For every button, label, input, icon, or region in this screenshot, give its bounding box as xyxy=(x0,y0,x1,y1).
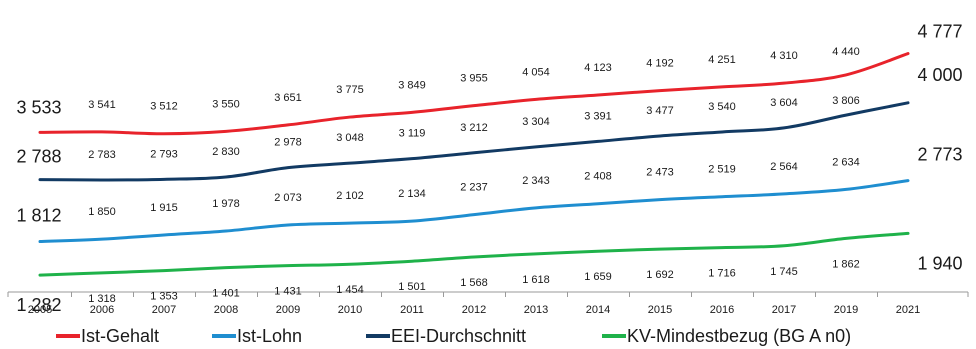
data-label: 2 830 xyxy=(212,146,240,158)
x-tick-label: 2013 xyxy=(524,304,548,316)
data-label: 1 353 xyxy=(150,291,178,303)
data-label: 3 849 xyxy=(398,79,426,91)
data-label: 4 054 xyxy=(522,66,550,78)
x-tick-label: 2008 xyxy=(214,304,238,316)
data-label: 1 850 xyxy=(88,206,116,218)
data-label: 1 431 xyxy=(274,286,302,298)
data-label: 3 955 xyxy=(460,73,488,85)
legend: Ist-Gehalt Ist-Lohn EEI-Durchschnitt KV-Min… xyxy=(56,326,851,346)
legend-label: Ist-Lohn xyxy=(237,326,302,346)
series-line-0 xyxy=(38,52,910,136)
data-label: 1 282 xyxy=(16,295,61,315)
data-label: 1 812 xyxy=(16,206,61,226)
data-label: 2 773 xyxy=(917,145,962,165)
x-tick-label: 2017 xyxy=(772,304,796,316)
data-label: 2 473 xyxy=(646,167,674,179)
data-label: 1 659 xyxy=(584,271,612,283)
data-label: 2 343 xyxy=(522,175,550,187)
data-label: 2 793 xyxy=(150,148,178,160)
data-label: 3 775 xyxy=(336,84,364,96)
data-label: 1 940 xyxy=(917,253,962,273)
data-label: 2 237 xyxy=(460,182,488,194)
data-label: 3 512 xyxy=(150,101,178,113)
data-label: 2 102 xyxy=(336,190,364,202)
x-tick-label: 2014 xyxy=(586,304,610,316)
data-label: 3 304 xyxy=(522,116,550,128)
data-label: 1 454 xyxy=(336,284,364,296)
series-line-3 xyxy=(38,231,910,277)
data-label: 3 604 xyxy=(770,97,798,109)
data-label: 4 000 xyxy=(917,65,962,85)
series-line-2 xyxy=(38,101,910,182)
data-label: 1 401 xyxy=(212,288,240,300)
x-tick-label: 2007 xyxy=(152,304,176,316)
data-label: 1 692 xyxy=(646,269,674,281)
data-label: 2 519 xyxy=(708,164,736,176)
x-tick-label: 2015 xyxy=(648,304,672,316)
data-label: 4 777 xyxy=(917,22,962,42)
x-tick-label: 2005 xyxy=(28,304,52,316)
data-label: 1 716 xyxy=(708,268,736,280)
data-label: 4 192 xyxy=(646,58,674,70)
data-label: 2 134 xyxy=(398,188,426,200)
legend-label: KV-Mindestbezug (BG A n0) xyxy=(627,326,851,346)
data-label: 4 310 xyxy=(770,50,798,62)
data-label: 3 533 xyxy=(16,97,61,117)
data-label: 1 568 xyxy=(460,277,488,289)
data-label: 3 119 xyxy=(399,128,426,140)
legend-label: Ist-Gehalt xyxy=(81,326,159,346)
data-label: 4 123 xyxy=(584,62,612,74)
data-label: 1 915 xyxy=(150,202,178,214)
data-label: 3 048 xyxy=(336,132,364,144)
data-label: 2 788 xyxy=(16,147,61,167)
data-label: 2 073 xyxy=(274,192,302,204)
x-axis: 2005 2006 2007 2008 2009 2010 2011 2012 2013 2014… xyxy=(7,291,969,316)
data-label: 1 318 xyxy=(88,293,116,305)
data-label: 1 862 xyxy=(832,258,860,270)
data-label: 1 978 xyxy=(212,198,240,210)
legend-label: EEI-Durchschnitt xyxy=(391,326,526,346)
x-tick-label: 2006 xyxy=(90,304,114,316)
data-label: 1 501 xyxy=(398,281,426,293)
x-tick-label: 2012 xyxy=(462,304,486,316)
data-label: 3 550 xyxy=(212,98,240,110)
series-lines xyxy=(38,52,910,277)
data-labels: 3 533 3 541 3 512 3 550 3 651 3 775 3 849 3 955… xyxy=(16,22,962,316)
data-label: 2 783 xyxy=(88,149,116,161)
data-label: 2 564 xyxy=(770,161,798,173)
x-tick-label: 2021 xyxy=(896,304,920,316)
data-label: 2 978 xyxy=(274,137,302,149)
data-label: 2 634 xyxy=(832,156,860,168)
data-label: 1 745 xyxy=(770,266,798,278)
x-tick-label: 2019 xyxy=(834,304,858,316)
x-tick-label: 2016 xyxy=(710,304,734,316)
data-label: 4 440 xyxy=(832,46,860,58)
data-label: 3 212 xyxy=(460,122,488,134)
data-label: 4 251 xyxy=(708,54,736,66)
data-label: 3 540 xyxy=(708,101,736,113)
data-label: 3 651 xyxy=(274,92,302,104)
x-tick-label: 2009 xyxy=(276,304,300,316)
x-tick-label: 2011 xyxy=(400,304,424,316)
data-label: 1 618 xyxy=(522,274,550,286)
data-label: 3 391 xyxy=(584,110,612,122)
series-line-1 xyxy=(38,179,910,244)
data-label: 2 408 xyxy=(584,171,612,183)
data-label: 3 806 xyxy=(832,95,860,107)
data-label: 3 477 xyxy=(646,105,674,117)
data-label: 3 541 xyxy=(88,99,116,111)
x-tick-label: 2010 xyxy=(338,304,362,316)
